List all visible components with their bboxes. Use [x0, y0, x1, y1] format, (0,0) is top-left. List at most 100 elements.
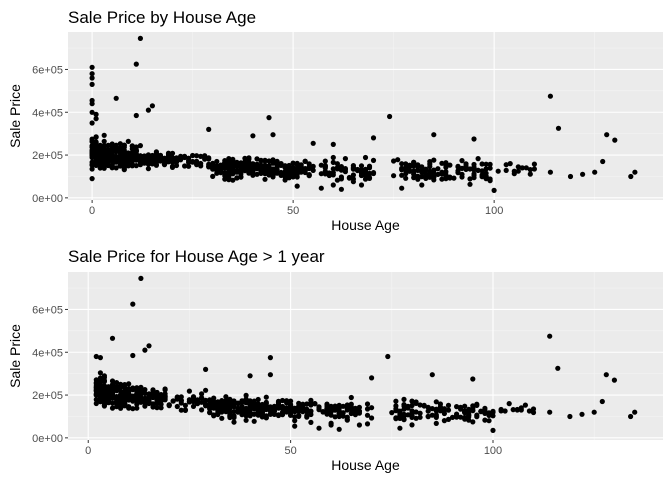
- scatter-point: [258, 170, 264, 176]
- scatter-point: [427, 159, 433, 165]
- scatter-point: [330, 141, 336, 147]
- scatter-point: [466, 408, 472, 414]
- scatter-point: [316, 425, 322, 431]
- scatter-point: [97, 370, 103, 376]
- scatter-point: [118, 388, 124, 394]
- scatter-point: [409, 402, 415, 409]
- scatter-point: [239, 398, 245, 404]
- scatter-point: [230, 158, 236, 164]
- scatter-point: [270, 132, 276, 138]
- scatter-point: [199, 391, 205, 397]
- scatter-point: [97, 394, 103, 400]
- scatter-point: [203, 403, 209, 409]
- scatter-point: [101, 165, 107, 171]
- scatter-point: [211, 412, 217, 418]
- scatter-point: [263, 394, 269, 400]
- scatter-point: [523, 165, 529, 171]
- scatter-point: [415, 176, 421, 182]
- scatter-point: [522, 402, 529, 408]
- scatter-point: [632, 409, 638, 415]
- scatter-point: [405, 412, 411, 418]
- scatter-point: [231, 409, 237, 415]
- scatter-point: [342, 166, 348, 172]
- scatter-point: [89, 161, 95, 168]
- scatter-point: [161, 161, 168, 167]
- scatter-point: [358, 182, 365, 188]
- scatter-point: [254, 171, 260, 177]
- scatter-point: [308, 400, 314, 406]
- scatter-point: [555, 365, 561, 371]
- scatter-point: [393, 416, 399, 422]
- scatter-point: [93, 400, 99, 407]
- scatter-point: [322, 171, 328, 177]
- scatter-point: [298, 162, 304, 168]
- scatter-point: [393, 406, 399, 412]
- scatter-point: [133, 156, 139, 162]
- scatter-point: [250, 161, 256, 167]
- scatter-point: [286, 162, 292, 169]
- scatter-point: [470, 419, 476, 425]
- scatter-point: [186, 399, 192, 405]
- y-axis-title: Sale Price: [7, 324, 23, 388]
- scatter-point: [482, 417, 488, 423]
- scatter-point: [166, 402, 172, 408]
- scatter-point: [431, 132, 437, 138]
- scatter-point: [173, 155, 180, 161]
- scatter-point: [190, 403, 197, 409]
- scatter-point: [121, 149, 127, 155]
- scatter-point: [146, 343, 152, 349]
- scatter-point: [130, 301, 136, 307]
- scatter-point: [126, 381, 132, 387]
- y-tick-label: 0e+00: [32, 433, 63, 445]
- scatter-point: [510, 407, 516, 413]
- scatter-point: [294, 183, 300, 189]
- scatter-point: [226, 168, 232, 174]
- scatter-point: [482, 407, 488, 413]
- scatter-point: [223, 405, 229, 411]
- scatter-point: [141, 155, 147, 161]
- scatter-point: [101, 386, 107, 392]
- scatter-point: [358, 163, 365, 169]
- scatter-point: [308, 419, 314, 425]
- scatter-point: [118, 396, 124, 402]
- scatter-point: [270, 166, 276, 172]
- scatter-point: [369, 415, 375, 421]
- scatter-point: [490, 427, 496, 433]
- scatter-point: [267, 355, 273, 361]
- scatter-point: [186, 163, 192, 169]
- scatter-point: [531, 161, 538, 167]
- scatter-point: [567, 413, 573, 420]
- scatter-point: [427, 163, 433, 170]
- scatter-point: [439, 171, 445, 177]
- scatter-point: [490, 408, 496, 414]
- scatter-point: [113, 165, 119, 171]
- scatter-point: [274, 158, 280, 164]
- scatter-point: [312, 401, 318, 407]
- scatter-point: [234, 169, 240, 175]
- scatter-point: [470, 376, 476, 382]
- scatter-point: [366, 175, 373, 181]
- scatter-point: [491, 187, 497, 193]
- scatter-point: [304, 414, 310, 420]
- scatter-point: [142, 387, 148, 393]
- scatter-point: [89, 166, 95, 172]
- scatter-point: [467, 181, 473, 187]
- scatter-point: [126, 395, 132, 401]
- scatter-point: [391, 173, 397, 179]
- scatter-point: [417, 414, 423, 420]
- scatter-point: [210, 160, 216, 166]
- scatter-point: [247, 402, 253, 408]
- scatter-point: [133, 112, 139, 119]
- scatter-point: [154, 405, 160, 411]
- scatter-point: [227, 410, 233, 416]
- scatter-point: [259, 414, 265, 420]
- scatter-point: [247, 413, 253, 419]
- scatter-point: [246, 170, 252, 176]
- scatter-point: [114, 404, 120, 410]
- scatter-point: [129, 157, 135, 163]
- scatter-point: [109, 393, 116, 399]
- scatter-point: [409, 412, 415, 418]
- scatter-point: [218, 168, 224, 174]
- scatter-point: [203, 366, 209, 372]
- scatter-point: [242, 159, 248, 165]
